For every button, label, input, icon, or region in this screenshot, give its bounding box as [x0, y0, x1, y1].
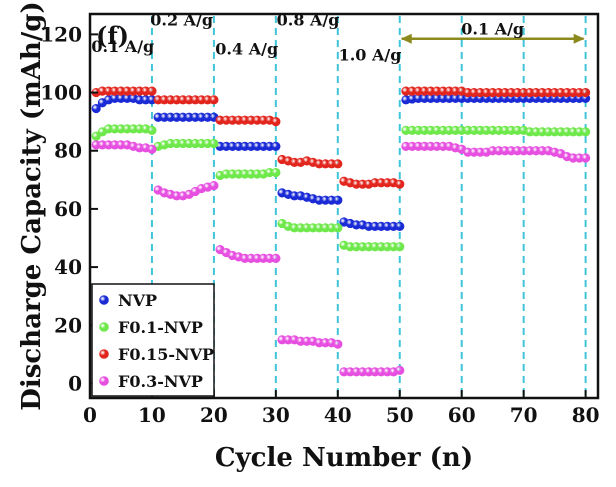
x-axis-title: Cycle Number (n): [215, 443, 473, 473]
data-point: [581, 87, 591, 98]
legend-marker: [99, 322, 109, 332]
y-tick-label: 40: [54, 255, 82, 279]
annotations: (f)0.1 A/g0.2 A/g0.4 A/g0.8 A/g1.0 A/g0.…: [91, 11, 585, 65]
rate-label-0: 0.1 A/g: [91, 37, 154, 56]
rate-label-3: 0.8 A/g: [277, 11, 340, 30]
data-point: [147, 86, 157, 96]
y-tick-label: 60: [54, 197, 82, 221]
data-point: [333, 159, 343, 169]
panel-label: (f): [96, 21, 129, 50]
rate-label-4: 1.0 A/g: [339, 46, 402, 65]
x-tick-label: 20: [200, 403, 228, 427]
y-axis-title: Discharge Capacity (mAh/g): [17, 1, 47, 410]
data-point: [209, 181, 219, 191]
x-tick-label: 70: [510, 403, 538, 427]
x-tick-label: 10: [138, 403, 166, 427]
x-tick-label: 30: [262, 403, 290, 427]
data-point: [333, 339, 343, 349]
data-point: [395, 179, 405, 189]
x-tick-label: 40: [324, 403, 352, 427]
legend-box: [91, 283, 215, 397]
data-point: [209, 138, 219, 149]
legend-label: F0.3-NVP: [118, 372, 203, 391]
legend-marker: [99, 376, 109, 386]
series-2: [91, 86, 591, 189]
data-point: [395, 365, 405, 375]
data-point: [91, 103, 101, 114]
data-point: [333, 223, 343, 233]
x-tick-label: 60: [448, 403, 476, 427]
bracket-arrow-left: [400, 33, 412, 44]
data-point: [147, 125, 157, 135]
y-tick-label: 0: [68, 371, 82, 395]
data-point: [581, 153, 591, 163]
axes: 0 10 20 30 40 50 60 70 80 0 20 40 60 80 100 120 Cycle Nu…: [17, 1, 600, 473]
y-tick-label: 80: [54, 139, 82, 163]
data-point: [271, 141, 281, 151]
series-1: [91, 124, 591, 252]
series-3: [91, 140, 591, 377]
legend: NVP F0.1-NVP F0.15-NVP F0.3-NVP: [91, 283, 215, 397]
rate-label-2: 0.4 A/g: [215, 40, 278, 59]
plot-frame: [88, 12, 600, 400]
data-point: [395, 221, 405, 231]
y-tick-label: 120: [40, 22, 82, 46]
data-point: [395, 242, 405, 252]
legend-marker: [99, 349, 109, 359]
y-tick-label: 100: [40, 81, 82, 105]
legend-label: F0.1-NVP: [118, 318, 203, 337]
data-point: [271, 253, 281, 263]
x-tick-label: 50: [386, 403, 414, 427]
series-markers: [91, 86, 591, 377]
legend-label: NVP: [118, 291, 157, 310]
x-tick-label: 0: [83, 403, 97, 427]
rate-boundary-lines: [150, 16, 587, 397]
y-tick-label: 20: [54, 313, 82, 337]
data-point: [271, 117, 281, 127]
series-0: [91, 93, 591, 231]
data-point: [581, 127, 591, 137]
rate-label-5: 0.1 A/g: [461, 19, 524, 38]
data-point: [147, 144, 157, 154]
data-point: [271, 167, 281, 178]
rate-label-1: 0.2 A/g: [150, 11, 213, 30]
legend-label: F0.15-NVP: [118, 345, 214, 364]
data-point: [333, 195, 343, 205]
x-tick-label: 80: [572, 403, 600, 427]
data-point: [209, 95, 219, 105]
bracket-arrow-right: [573, 33, 585, 44]
legend-marker: [99, 295, 109, 305]
